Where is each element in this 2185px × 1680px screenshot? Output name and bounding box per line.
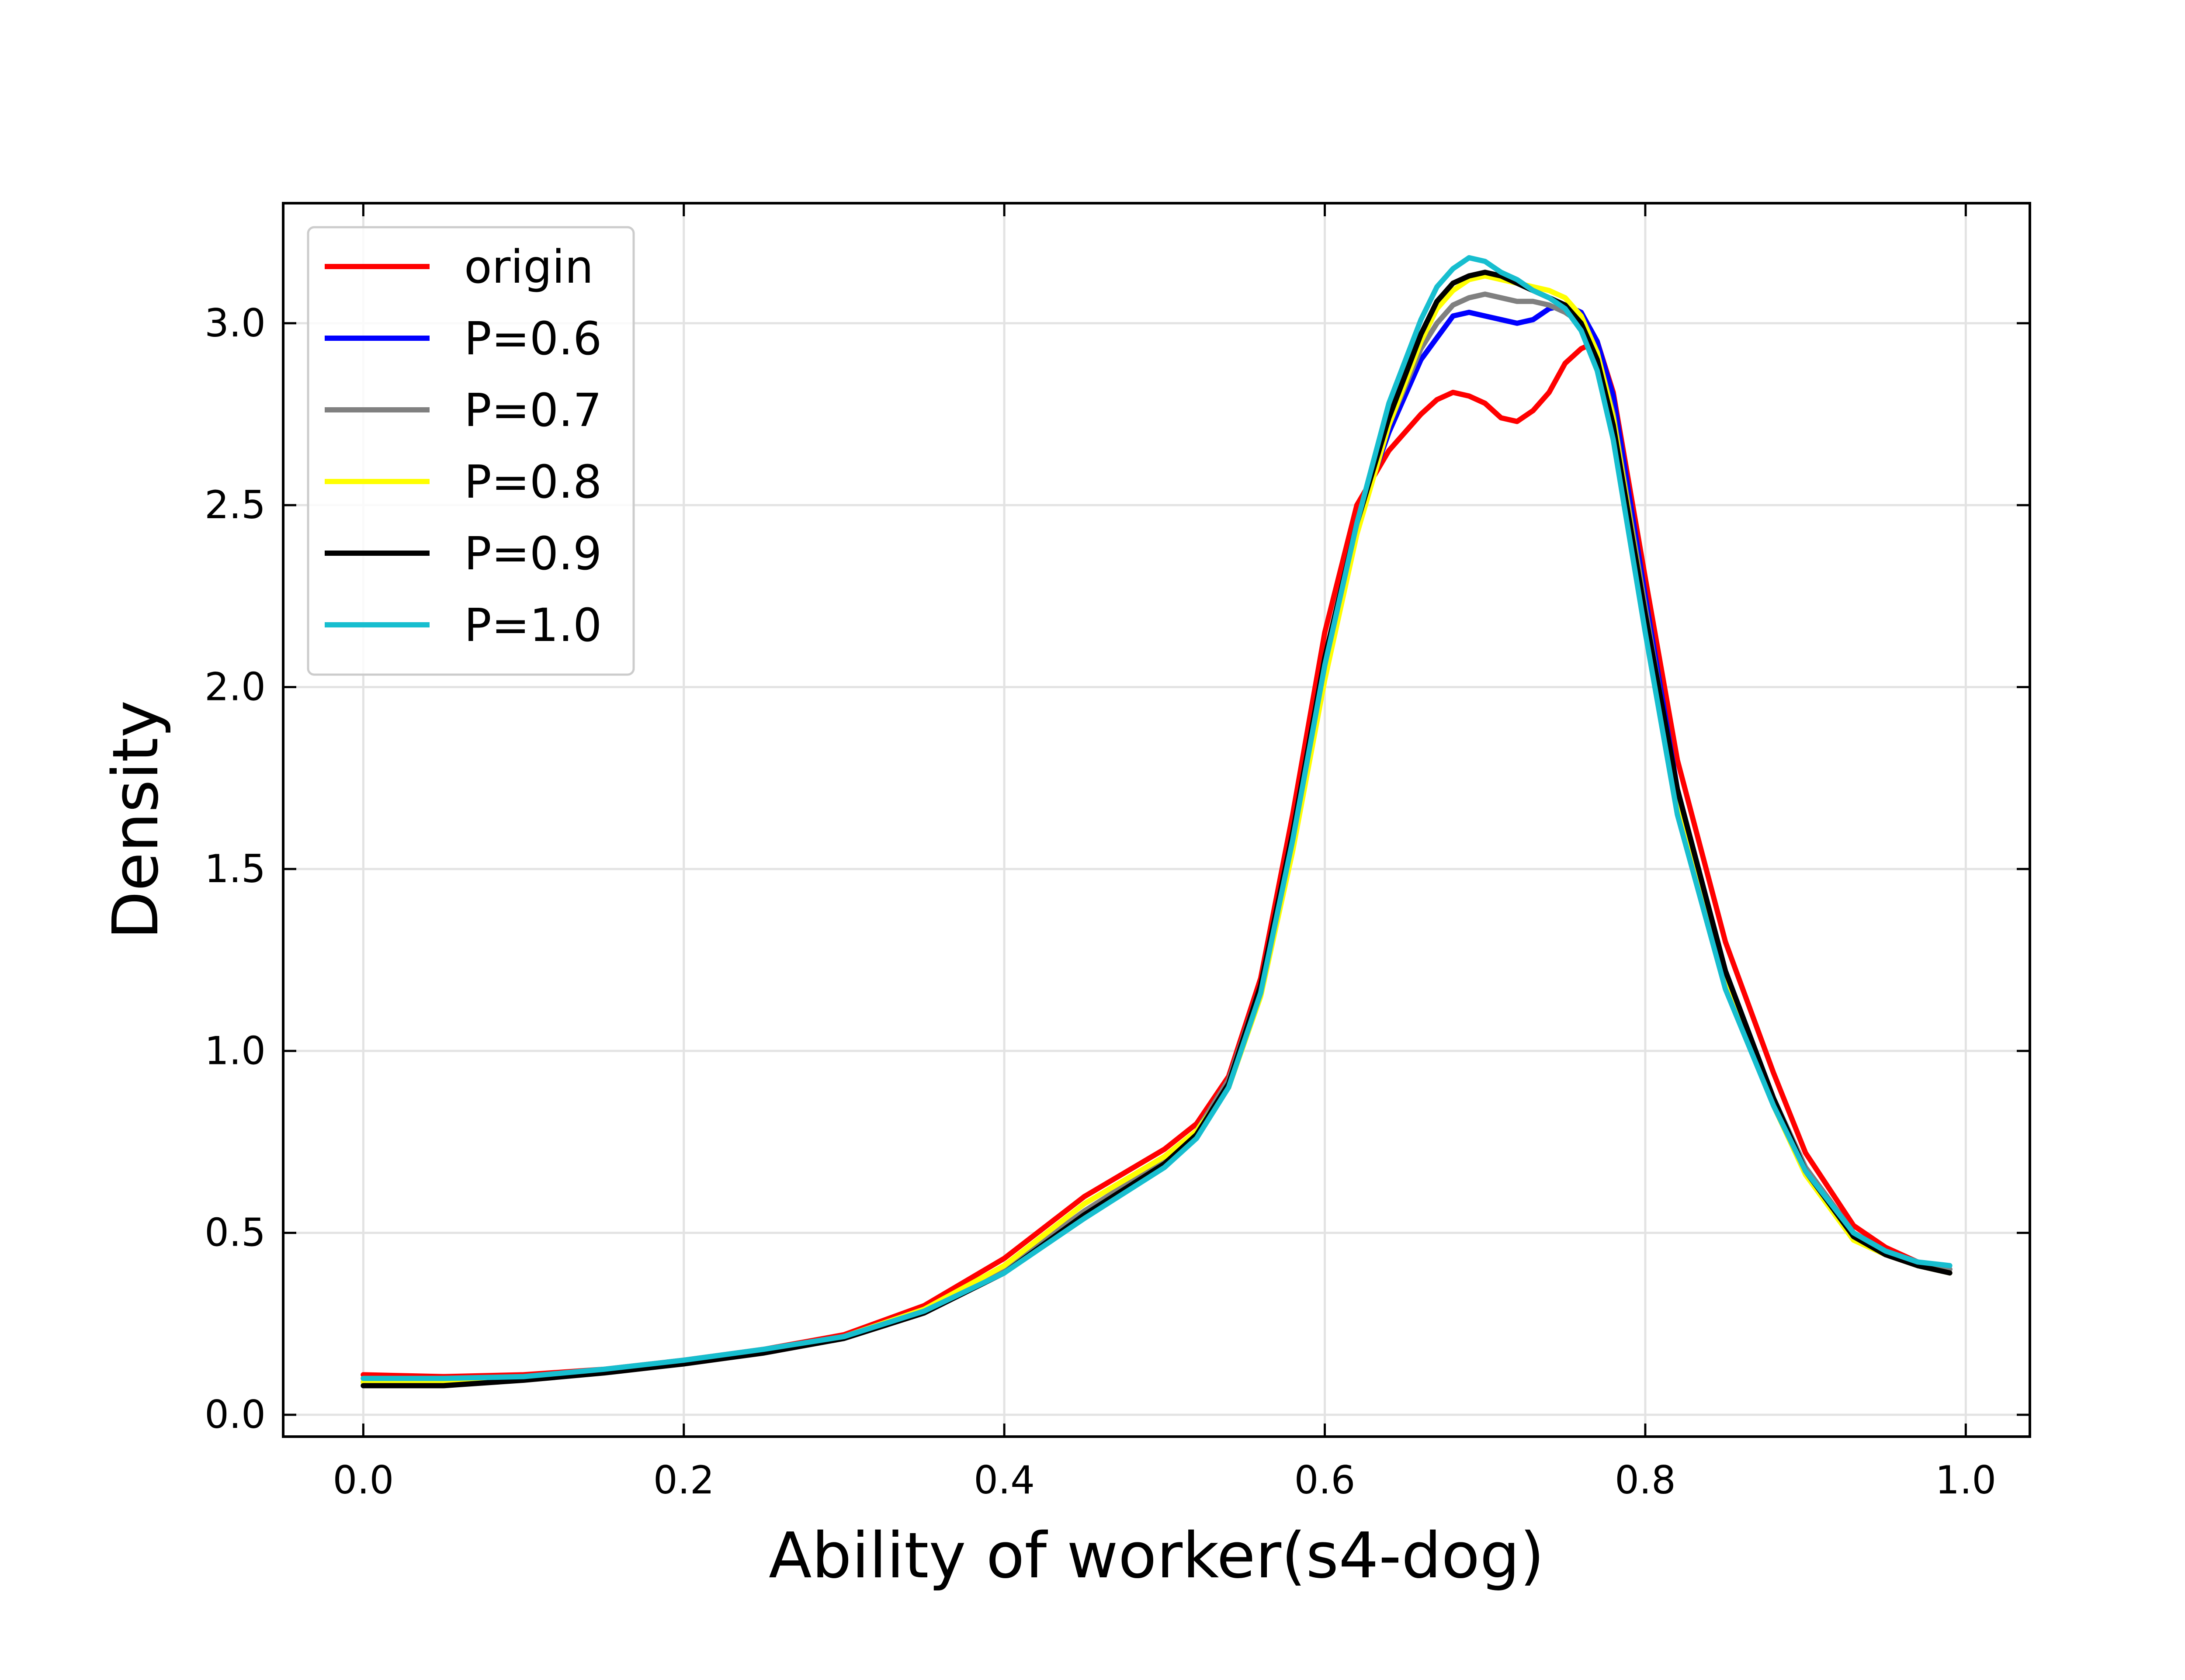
series-line-p-1-0 xyxy=(361,255,1953,1381)
plot-frame xyxy=(282,202,2031,1438)
legend-label-p-1-0: P=1.0 xyxy=(464,599,602,652)
y-tick-label: 3.0 xyxy=(205,301,266,346)
axis-ticks: 0.0 0.2 0.4 0.6 0.8 1.0 0.0 0.5 1.0 1.5 2.0 2.5 3.0 xyxy=(205,203,2030,1503)
x-tick-label: 0.6 xyxy=(1294,1458,1356,1503)
y-axis-title: Density xyxy=(99,700,172,939)
legend-label-p-0-9: P=0.9 xyxy=(464,527,602,580)
x-tick-label: 1.0 xyxy=(1935,1458,1996,1503)
y-tick-label: 1.5 xyxy=(205,846,266,891)
x-axis-title: Ability of worker(s4-dog) xyxy=(769,1519,1544,1592)
legend-label-p-0-6: P=0.6 xyxy=(464,312,602,365)
legend: origin P=0.6 P=0.7 P=0.8 P=0.9 P=1.0 xyxy=(307,226,635,676)
x-tick-label: 0.8 xyxy=(1615,1458,1676,1503)
legend-label-origin: origin xyxy=(464,240,593,294)
legend-label-p-0-7: P=0.7 xyxy=(464,384,602,437)
x-tick-label: 0.4 xyxy=(974,1458,1035,1503)
grid-lines xyxy=(283,203,2030,1437)
x-tick-label: 0.0 xyxy=(333,1458,394,1503)
y-tick-label: 0.0 xyxy=(205,1392,266,1437)
legend-label-p-0-8: P=0.8 xyxy=(464,455,602,509)
y-tick-label: 2.5 xyxy=(205,482,266,527)
y-tick-label: 0.5 xyxy=(205,1210,266,1255)
y-tick-label: 2.0 xyxy=(205,665,266,710)
series-lines xyxy=(361,255,1953,1389)
x-tick-label: 0.2 xyxy=(653,1458,714,1503)
y-tick-label: 1.0 xyxy=(205,1028,266,1073)
